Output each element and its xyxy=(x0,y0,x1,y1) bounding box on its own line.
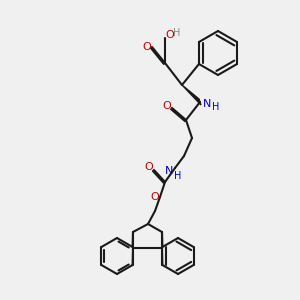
Text: O: O xyxy=(145,162,153,172)
Text: O: O xyxy=(151,192,159,202)
Text: O: O xyxy=(166,30,174,40)
Text: O: O xyxy=(142,42,152,52)
Text: H: H xyxy=(212,102,220,112)
Text: N: N xyxy=(203,99,211,109)
Polygon shape xyxy=(182,85,201,105)
Text: O: O xyxy=(163,101,171,111)
Text: H: H xyxy=(174,171,182,181)
Text: N: N xyxy=(165,166,173,176)
Text: H: H xyxy=(173,28,181,38)
